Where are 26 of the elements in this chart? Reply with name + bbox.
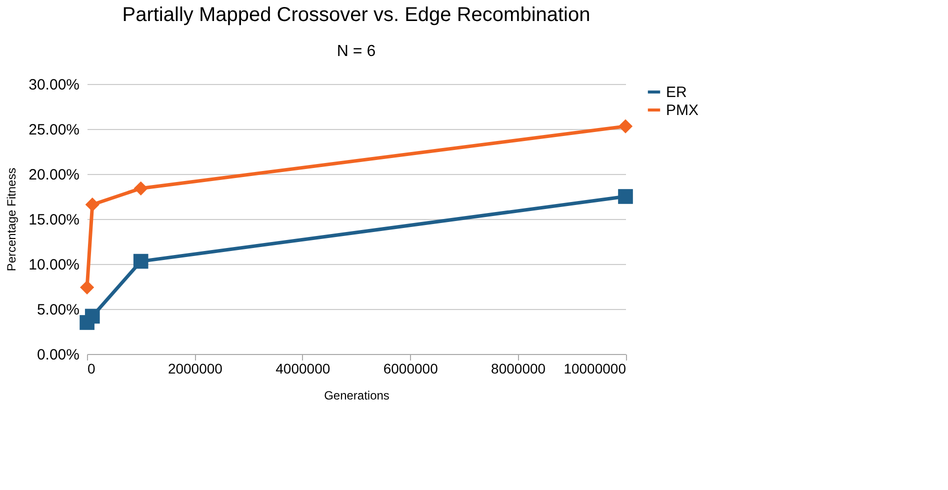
x-tick-label: 8000000 — [491, 360, 546, 376]
x-axis-title: Generations — [324, 388, 390, 402]
y-tick-label: 5.00% — [36, 302, 80, 318]
x-tick-label: 10000000 — [564, 360, 626, 376]
legend-label: PMX — [666, 102, 699, 119]
y-tick-label: 30.00% — [28, 76, 80, 94]
point — [80, 280, 94, 294]
point — [85, 198, 100, 212]
chart-subtitle: N = 6 — [336, 43, 376, 60]
y-tick-label: 0.00% — [36, 346, 80, 364]
chart-title: Partially Mapped Crossover vs. Edge Recombination — [122, 4, 590, 26]
legend-label: ER — [666, 84, 688, 101]
point — [134, 181, 148, 196]
y-tick-label: 15.00% — [28, 212, 80, 228]
y-tick-label: 10.00% — [28, 256, 80, 274]
point — [84, 308, 100, 324]
point — [133, 254, 148, 269]
point — [618, 189, 633, 204]
x-tick-label: 4000000 — [276, 360, 330, 376]
y-tick-label: 25.00% — [28, 122, 80, 138]
x-tick-label: 2000000 — [168, 360, 223, 376]
point — [618, 119, 633, 134]
y-axis-title: Percentage Fitness — [4, 168, 19, 272]
y-tick-label: 20.00% — [28, 166, 80, 184]
x-tick-label: 0 — [88, 360, 96, 376]
x-tick-label: 6000000 — [383, 360, 438, 376]
